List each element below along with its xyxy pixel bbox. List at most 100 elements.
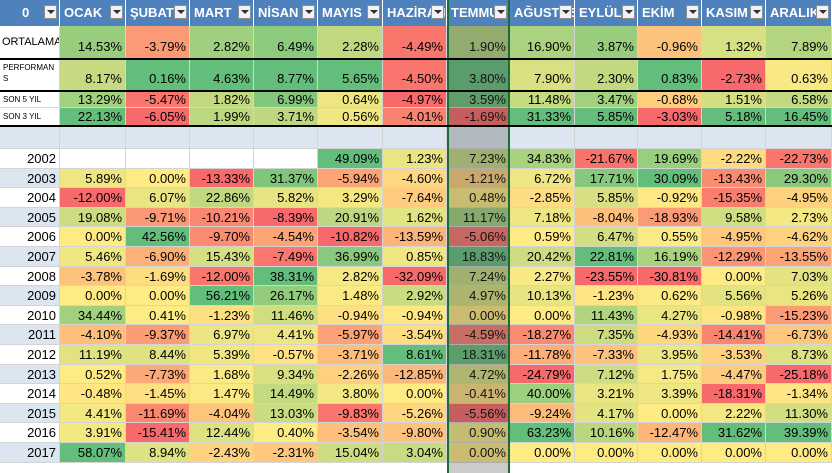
header-kasim[interactable]: KASIM [702, 0, 766, 26]
data-cell[interactable]: 0.00% [702, 443, 766, 463]
data-cell[interactable]: 5.46% [60, 247, 126, 267]
data-cell[interactable]: -2.26% [318, 365, 383, 384]
row-label[interactable]: SON 5 YIL [0, 91, 60, 108]
blank-row-cell[interactable] [702, 126, 766, 149]
data-cell[interactable]: 8.44% [126, 345, 190, 365]
data-cell[interactable]: -12.00% [190, 267, 254, 286]
data-cell[interactable]: -2.43% [190, 443, 254, 463]
summary-cell[interactable]: 13.29% [60, 91, 126, 108]
summary-cell[interactable]: 3.59% [447, 91, 510, 108]
filter-dropdown-icon[interactable] [686, 5, 699, 19]
data-cell[interactable]: 0.00% [510, 443, 575, 463]
data-cell[interactable]: -3.71% [318, 345, 383, 365]
data-cell[interactable]: 0.00% [510, 306, 575, 325]
header-ni̇san[interactable]: NİSAN [254, 0, 318, 26]
data-cell[interactable]: -2.31% [254, 443, 318, 463]
summary-cell[interactable]: -0.96% [638, 26, 702, 59]
data-cell[interactable]: 0.00% [766, 443, 832, 463]
data-cell[interactable]: 0.62% [638, 286, 702, 306]
filter-dropdown-icon[interactable] [494, 5, 507, 19]
data-cell[interactable]: 4.27% [638, 306, 702, 325]
data-cell[interactable]: -18.31% [702, 384, 766, 404]
data-cell[interactable]: 7.18% [510, 208, 575, 227]
summary-cell[interactable]: 2.82% [190, 26, 254, 59]
data-cell[interactable]: 0.00% [60, 227, 126, 247]
summary-cell[interactable]: 3.80% [447, 59, 510, 91]
data-cell[interactable]: 63.23% [510, 423, 575, 443]
data-cell[interactable]: 31.37% [254, 169, 318, 188]
data-cell[interactable]: -1.34% [766, 384, 832, 404]
data-cell[interactable]: 0.00% [638, 404, 702, 423]
data-cell[interactable]: 3.95% [638, 345, 702, 365]
summary-cell[interactable]: 6.49% [254, 26, 318, 59]
filter-dropdown-icon[interactable] [559, 5, 572, 19]
data-cell[interactable]: -13.43% [702, 169, 766, 188]
summary-cell[interactable]: 3.87% [575, 26, 638, 59]
summary-cell[interactable]: 0.64% [318, 91, 383, 108]
data-cell[interactable]: 16.19% [638, 247, 702, 267]
data-cell[interactable]: 5.85% [575, 188, 638, 208]
data-cell[interactable]: -5.97% [318, 325, 383, 345]
data-cell[interactable]: -1.21% [447, 169, 510, 188]
data-cell[interactable]: 4.41% [254, 325, 318, 345]
data-cell[interactable]: 1.68% [190, 365, 254, 384]
summary-cell[interactable]: 31.33% [510, 108, 575, 126]
data-cell[interactable]: -25.18% [766, 365, 832, 384]
data-cell[interactable]: -10.82% [318, 227, 383, 247]
data-cell[interactable]: -9.24% [510, 404, 575, 423]
data-cell[interactable]: -15.35% [702, 188, 766, 208]
data-cell[interactable]: 31.62% [702, 423, 766, 443]
year-label[interactable]: 2015 [0, 404, 60, 423]
data-cell[interactable]: 7.23% [447, 149, 510, 169]
blank-row-cell[interactable] [318, 126, 383, 149]
data-cell[interactable]: -7.73% [126, 365, 190, 384]
data-cell[interactable]: 0.00% [126, 169, 190, 188]
summary-cell[interactable]: 3.47% [575, 91, 638, 108]
data-cell[interactable]: -5.26% [383, 404, 447, 423]
data-cell[interactable]: -3.78% [60, 267, 126, 286]
blank-row-cell[interactable] [254, 126, 318, 149]
data-cell[interactable]: 0.59% [510, 227, 575, 247]
data-cell[interactable]: 5.26% [766, 286, 832, 306]
data-cell[interactable]: 10.16% [575, 423, 638, 443]
data-cell[interactable]: 7.03% [766, 267, 832, 286]
data-cell[interactable]: -4.54% [254, 227, 318, 247]
summary-cell[interactable]: 5.18% [702, 108, 766, 126]
data-cell[interactable]: -4.47% [702, 365, 766, 384]
year-label[interactable]: 2009 [0, 286, 60, 306]
year-label[interactable]: 2004 [0, 188, 60, 208]
data-cell[interactable]: -9.71% [126, 208, 190, 227]
data-cell[interactable]: -18.93% [638, 208, 702, 227]
data-cell[interactable]: 15.43% [190, 247, 254, 267]
blank-row-cell[interactable] [60, 126, 126, 149]
data-cell[interactable]: 5.39% [190, 345, 254, 365]
summary-cell[interactable]: -4.97% [383, 91, 447, 108]
data-cell[interactable]: -13.59% [383, 227, 447, 247]
data-cell[interactable]: 6.07% [126, 188, 190, 208]
header-eylül[interactable]: EYLÜL [575, 0, 638, 26]
data-cell[interactable]: -3.54% [383, 325, 447, 345]
summary-cell[interactable]: 1.32% [702, 26, 766, 59]
data-cell[interactable]: 14.49% [254, 384, 318, 404]
summary-cell[interactable]: -4.50% [383, 59, 447, 91]
summary-cell[interactable]: 5.65% [318, 59, 383, 91]
summary-cell[interactable]: 2.30% [575, 59, 638, 91]
year-label[interactable]: 2005 [0, 208, 60, 227]
data-cell[interactable]: -5.06% [447, 227, 510, 247]
data-cell[interactable]: 2.82% [318, 267, 383, 286]
data-cell[interactable]: 1.62% [383, 208, 447, 227]
data-cell[interactable]: 19.69% [638, 149, 702, 169]
data-cell[interactable]: 11.46% [254, 306, 318, 325]
data-cell[interactable]: 0.55% [638, 227, 702, 247]
data-cell[interactable]: -18.27% [510, 325, 575, 345]
data-cell[interactable]: 0.00% [447, 443, 510, 463]
data-cell[interactable]: -4.95% [766, 188, 832, 208]
year-label[interactable]: 2017 [0, 443, 60, 463]
data-cell[interactable]: 26.17% [254, 286, 318, 306]
data-cell[interactable]: 5.56% [702, 286, 766, 306]
header-corner[interactable]: 0 [0, 0, 60, 26]
summary-cell[interactable]: 8.17% [60, 59, 126, 91]
data-cell[interactable]: -7.64% [383, 188, 447, 208]
data-cell[interactable]: 8.94% [126, 443, 190, 463]
blank-row-cell[interactable] [575, 126, 638, 149]
